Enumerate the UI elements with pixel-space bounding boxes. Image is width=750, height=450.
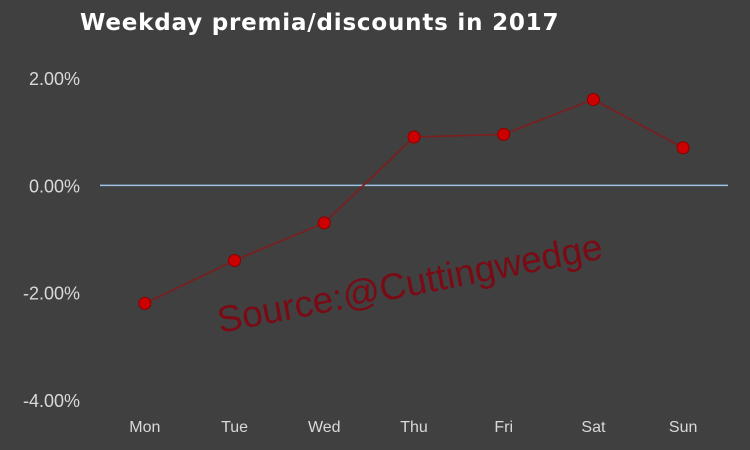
y-tick-label: -2.00% <box>23 284 80 304</box>
data-point <box>497 127 511 141</box>
data-point <box>317 216 331 230</box>
x-tick-label: Tue <box>221 419 248 436</box>
data-point <box>407 130 421 144</box>
x-tick-label: Fri <box>494 419 513 436</box>
data-point <box>586 92 600 106</box>
y-tick-label: 2.00% <box>29 69 80 89</box>
data-point <box>676 141 690 155</box>
x-tick-label: Thu <box>400 419 428 436</box>
data-point <box>138 296 152 310</box>
series-points <box>138 92 690 310</box>
y-tick-label: 0.00% <box>29 176 80 196</box>
x-tick-label: Sat <box>581 419 606 436</box>
x-tick-label: Sun <box>669 419 697 436</box>
y-tick-label: -4.00% <box>23 391 80 411</box>
y-axis-ticks: 2.00% 0.00% -2.00% -4.00% <box>23 69 80 411</box>
x-axis-ticks: Mon Tue Wed Thu Fri Sat Sun <box>129 419 697 436</box>
x-tick-label: Mon <box>129 419 160 436</box>
data-point <box>228 253 242 267</box>
x-tick-label: Wed <box>308 419 341 436</box>
chart-title: Weekday premia/discounts in 2017 <box>80 10 559 36</box>
watermark-text: Source:@Cuttingwedge <box>214 226 606 341</box>
